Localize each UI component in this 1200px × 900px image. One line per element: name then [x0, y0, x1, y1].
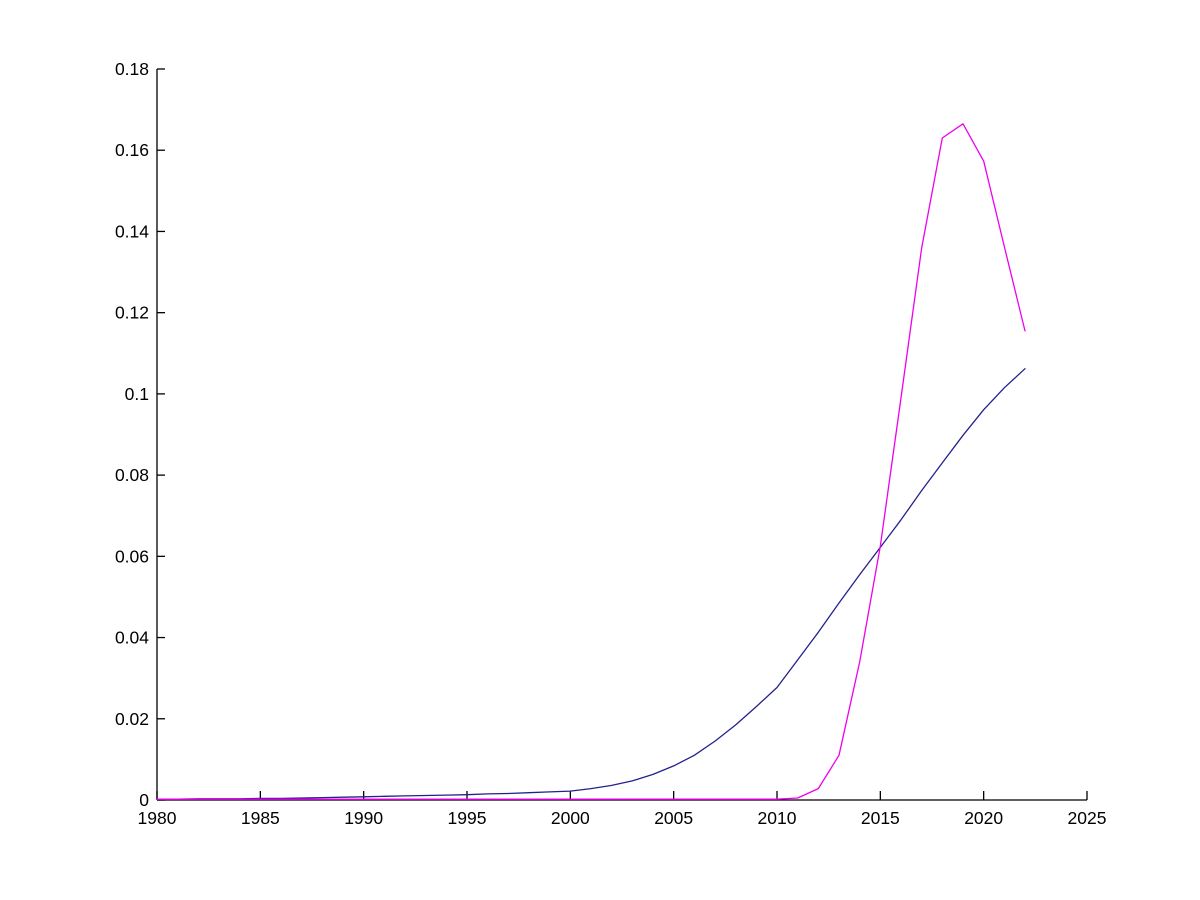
- y-tick-label: 0.02: [115, 709, 149, 729]
- x-tick-label: 2010: [758, 808, 797, 828]
- y-tick-label: 0: [139, 790, 149, 810]
- series-line-dark-blue-smooth-growth-curve: [156, 368, 1026, 800]
- x-tick-label: 1990: [344, 808, 383, 828]
- x-tick-label: 2000: [551, 808, 590, 828]
- x-tick-label: 1985: [241, 808, 280, 828]
- y-tick-label: 0.14: [115, 221, 149, 241]
- y-tick-label: 0.12: [115, 303, 149, 323]
- y-tick-label: 0.16: [115, 140, 149, 160]
- y-tick-label: 0.04: [115, 628, 149, 648]
- x-tick-label: 2020: [964, 808, 1003, 828]
- y-tick-label: 0.18: [115, 59, 149, 79]
- x-tick-label: 2015: [861, 808, 900, 828]
- y-tick-label: 0.06: [115, 546, 149, 566]
- y-tick-label: 0.1: [125, 384, 149, 404]
- x-tick-label: 1995: [448, 808, 487, 828]
- x-tick-label: 2025: [1068, 808, 1107, 828]
- x-tick-label: 2005: [654, 808, 693, 828]
- series-line-magenta-spike-curve: [156, 123, 1026, 800]
- y-tick-label: 0.08: [115, 465, 149, 485]
- x-tick-label: 1980: [138, 808, 177, 828]
